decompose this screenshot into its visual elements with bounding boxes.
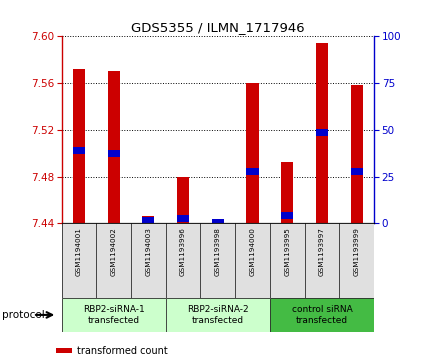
FancyBboxPatch shape	[166, 298, 270, 332]
Bar	[246, 83, 259, 223]
Bar	[142, 217, 154, 224]
Text: GSM1194003: GSM1194003	[145, 227, 151, 276]
Text: GSM1194001: GSM1194001	[76, 227, 82, 276]
Bar	[212, 219, 224, 225]
Bar	[73, 69, 85, 223]
Bar	[281, 163, 293, 223]
Bar	[351, 168, 363, 175]
FancyBboxPatch shape	[201, 223, 235, 298]
Bar	[177, 215, 189, 222]
FancyBboxPatch shape	[304, 223, 339, 298]
FancyBboxPatch shape	[339, 223, 374, 298]
Text: protocol: protocol	[2, 310, 45, 320]
FancyBboxPatch shape	[166, 223, 201, 298]
Bar	[281, 212, 293, 219]
FancyBboxPatch shape	[62, 223, 96, 298]
Text: GSM1194002: GSM1194002	[111, 227, 117, 276]
Text: control siRNA
transfected: control siRNA transfected	[292, 305, 352, 325]
Bar	[316, 43, 328, 223]
Bar	[142, 216, 154, 223]
Bar	[246, 168, 259, 175]
Bar	[108, 72, 120, 223]
Bar	[316, 129, 328, 136]
Bar	[212, 220, 224, 223]
Bar	[351, 85, 363, 223]
Text: GSM1193997: GSM1193997	[319, 227, 325, 276]
Text: RBP2-siRNA-2
transfected: RBP2-siRNA-2 transfected	[187, 305, 249, 325]
Text: RBP2-siRNA-1
transfected: RBP2-siRNA-1 transfected	[83, 305, 145, 325]
Bar	[108, 150, 120, 157]
FancyBboxPatch shape	[270, 223, 304, 298]
Bar	[73, 147, 85, 154]
Text: GSM1193998: GSM1193998	[215, 227, 221, 276]
Bar	[177, 176, 189, 223]
Title: GDS5355 / ILMN_1717946: GDS5355 / ILMN_1717946	[131, 21, 304, 34]
FancyBboxPatch shape	[96, 223, 131, 298]
Text: GSM1193999: GSM1193999	[354, 227, 359, 276]
FancyBboxPatch shape	[235, 223, 270, 298]
FancyBboxPatch shape	[62, 298, 166, 332]
Text: GSM1193995: GSM1193995	[284, 227, 290, 276]
Text: GSM1194000: GSM1194000	[249, 227, 256, 276]
Text: transformed count: transformed count	[77, 346, 168, 356]
FancyBboxPatch shape	[270, 298, 374, 332]
Bar	[56, 348, 72, 353]
FancyBboxPatch shape	[131, 223, 166, 298]
Text: GSM1193996: GSM1193996	[180, 227, 186, 276]
